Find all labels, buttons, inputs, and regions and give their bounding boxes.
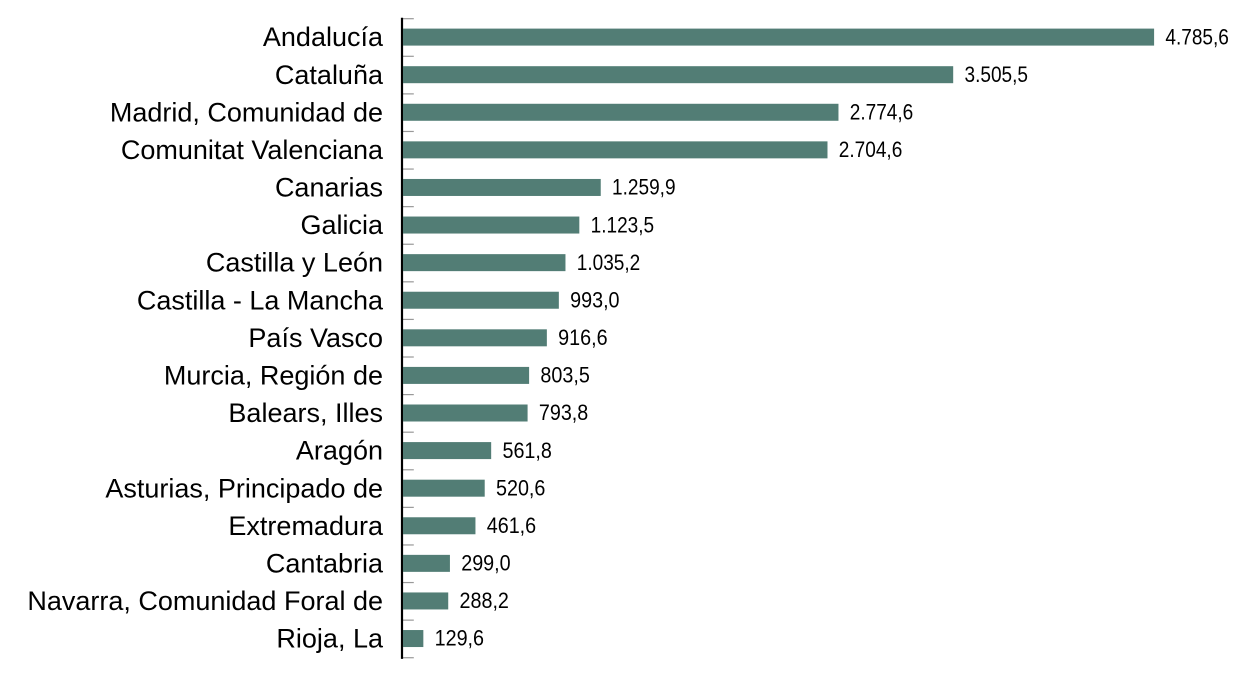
svg-text:Castilla y León: Castilla y León — [206, 248, 383, 278]
svg-text:993,0: 993,0 — [570, 287, 619, 312]
svg-text:Canarias: Canarias — [275, 173, 383, 203]
svg-text:Madrid, Comunidad de: Madrid, Comunidad de — [110, 97, 383, 127]
svg-text:4.785,6: 4.785,6 — [1165, 24, 1229, 49]
svg-text:Extremadura: Extremadura — [228, 511, 384, 541]
svg-text:3.505,5: 3.505,5 — [964, 62, 1028, 87]
svg-text:Castilla - La Mancha: Castilla - La Mancha — [137, 285, 384, 315]
svg-text:Cataluña: Cataluña — [275, 60, 384, 90]
svg-text:520,6: 520,6 — [496, 475, 545, 500]
svg-text:288,2: 288,2 — [460, 588, 509, 613]
svg-text:461,6: 461,6 — [487, 513, 536, 538]
svg-text:299,0: 299,0 — [461, 551, 510, 576]
svg-text:793,8: 793,8 — [539, 400, 588, 425]
svg-text:Balears, Illes: Balears, Illes — [228, 398, 383, 428]
svg-text:Aragón: Aragón — [296, 436, 383, 466]
svg-text:2.704,6: 2.704,6 — [839, 137, 903, 162]
svg-text:916,6: 916,6 — [558, 325, 607, 350]
svg-text:Andalucía: Andalucía — [263, 22, 384, 52]
svg-text:Navarra, Comunidad Foral de: Navarra, Comunidad Foral de — [27, 586, 383, 616]
svg-text:Cantabria: Cantabria — [266, 548, 384, 578]
svg-text:Galicia: Galicia — [300, 210, 384, 240]
svg-text:Asturias, Principado de: Asturias, Principado de — [105, 473, 383, 503]
svg-text:561,8: 561,8 — [502, 438, 551, 463]
svg-text:Comunitat Valenciana: Comunitat Valenciana — [121, 135, 384, 165]
svg-text:1.123,5: 1.123,5 — [591, 212, 655, 237]
svg-text:803,5: 803,5 — [540, 363, 589, 388]
svg-text:1.259,9: 1.259,9 — [612, 175, 676, 200]
svg-text:2.774,6: 2.774,6 — [850, 99, 914, 124]
svg-text:129,6: 129,6 — [435, 626, 484, 651]
svg-text:Rioja, La: Rioja, La — [276, 624, 384, 654]
svg-text:País Vasco: País Vasco — [248, 323, 383, 353]
svg-text:1.035,2: 1.035,2 — [577, 250, 641, 275]
svg-text:Murcia, Región de: Murcia, Región de — [164, 361, 383, 391]
